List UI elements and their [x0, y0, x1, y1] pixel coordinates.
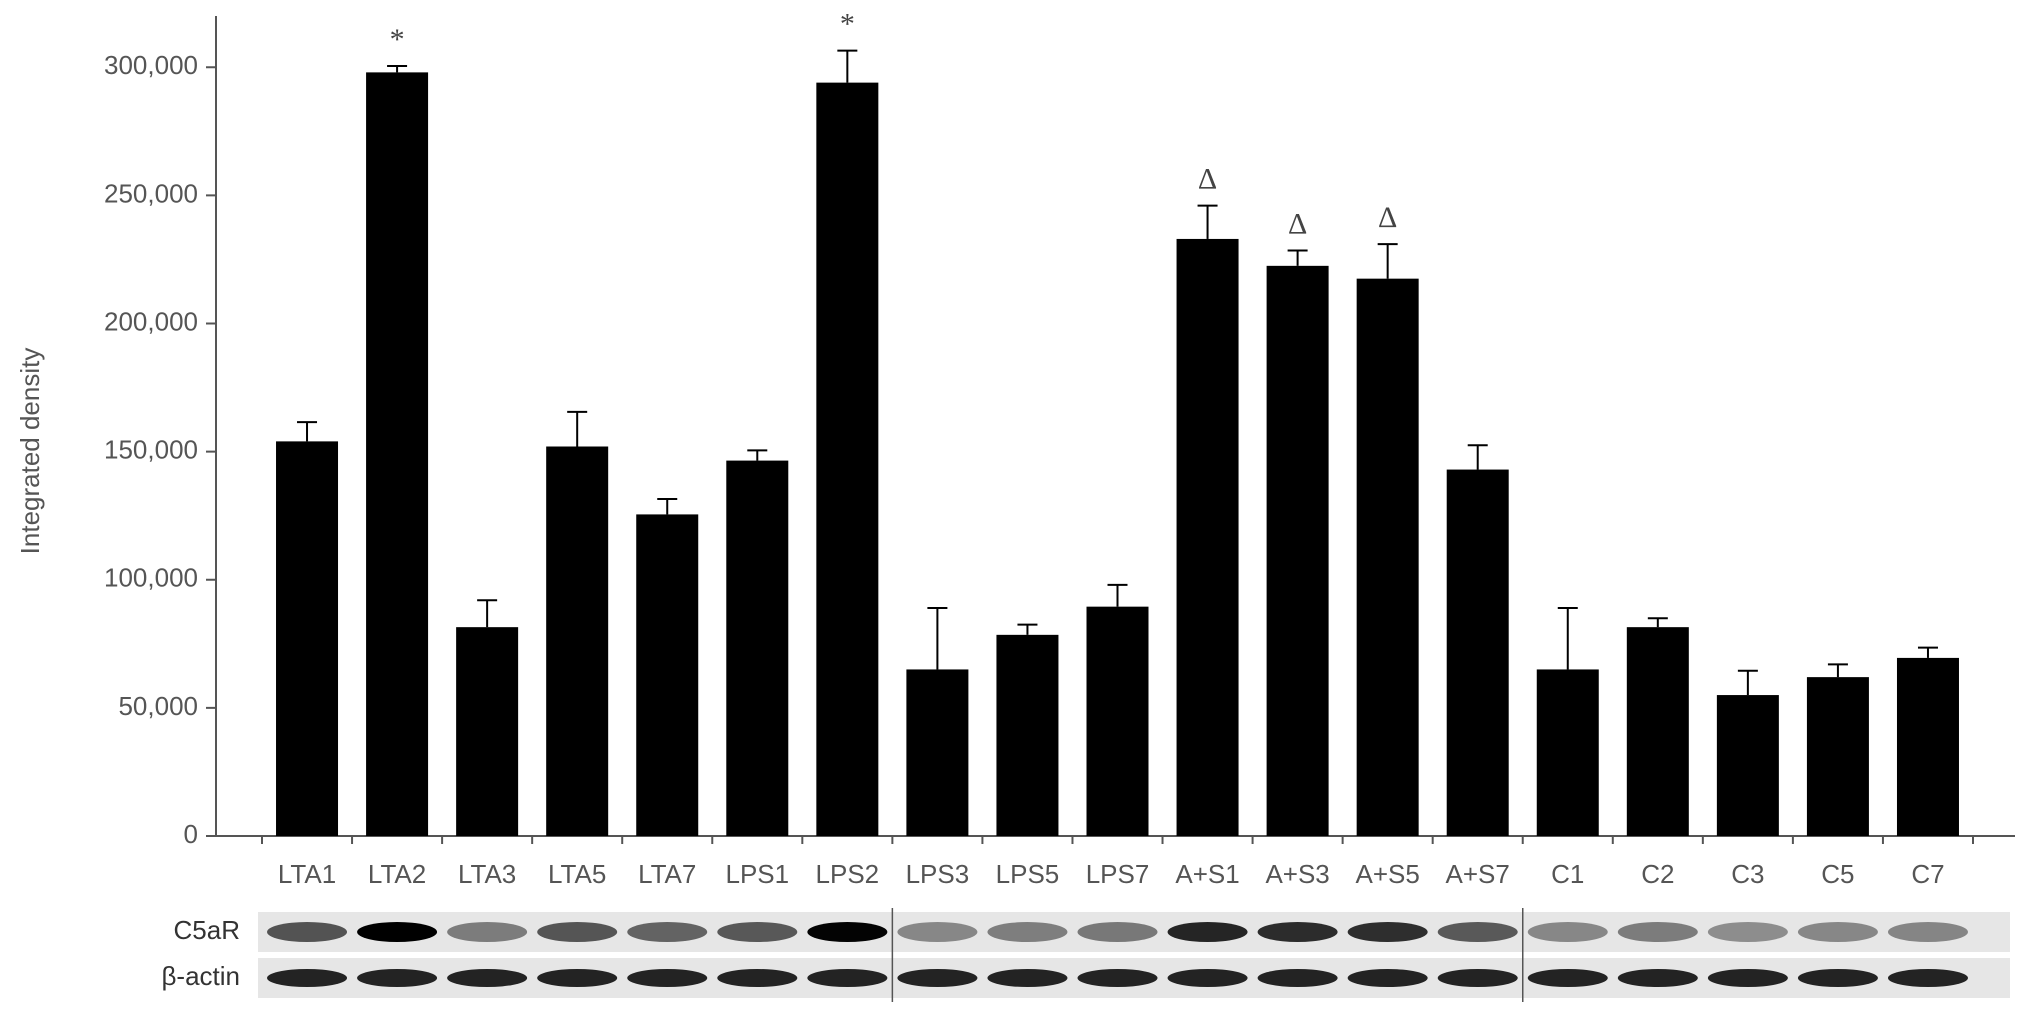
blot-band	[1707, 922, 1788, 942]
blot-band	[807, 922, 888, 942]
blot-label: β-actin	[161, 961, 240, 991]
x-tick-label: A+S5	[1355, 859, 1419, 889]
y-tick-label: 250,000	[104, 178, 198, 208]
blot-band	[1527, 922, 1608, 942]
blot-band	[267, 969, 348, 987]
x-tick-label: LPS2	[816, 859, 880, 889]
blot-band	[1257, 922, 1338, 942]
blot-band	[447, 922, 528, 942]
x-tick-label: A+S7	[1446, 859, 1510, 889]
blot-band	[627, 969, 708, 987]
y-tick-label: 150,000	[104, 435, 198, 465]
blot-band	[1527, 969, 1608, 987]
blot-band	[1077, 969, 1158, 987]
annotation: Δ	[1198, 163, 1217, 196]
bar	[1446, 469, 1509, 836]
blot-band	[537, 969, 618, 987]
blot-band	[1167, 922, 1248, 942]
blot-band	[1347, 922, 1428, 942]
blot-band	[717, 969, 798, 987]
blot-band	[1437, 969, 1518, 987]
blot-band	[987, 969, 1068, 987]
bar	[366, 72, 429, 836]
x-tick-label: LPS7	[1086, 859, 1150, 889]
x-tick-label: LTA1	[278, 859, 336, 889]
blot-band	[1617, 969, 1698, 987]
y-tick-label: 100,000	[104, 563, 198, 593]
annotation: *	[390, 23, 405, 56]
bar	[1266, 265, 1329, 836]
x-tick-label: C5	[1821, 859, 1854, 889]
y-tick-label: 200,000	[104, 306, 198, 336]
y-tick-label: 50,000	[118, 691, 198, 721]
bar	[1806, 677, 1869, 836]
x-tick-label: LPS5	[996, 859, 1060, 889]
bar	[276, 441, 339, 836]
x-tick-label: LTA5	[548, 859, 606, 889]
x-tick-label: C7	[1911, 859, 1944, 889]
blot-band	[537, 922, 618, 942]
blot-band	[1617, 922, 1698, 942]
bar	[1716, 695, 1779, 836]
bar	[636, 514, 699, 836]
blot-band	[1887, 922, 1968, 942]
bar	[816, 82, 879, 836]
bar	[726, 460, 789, 836]
blot-band	[1347, 969, 1428, 987]
bar	[906, 669, 969, 836]
y-axis-label: Integrated density	[15, 348, 45, 555]
x-tick-label: LPS1	[725, 859, 789, 889]
blot-band	[357, 922, 438, 942]
blot-band	[1257, 969, 1338, 987]
bar	[1536, 669, 1599, 836]
x-tick-label: LTA7	[638, 859, 696, 889]
blot-band	[1797, 922, 1878, 942]
blot-band	[717, 922, 798, 942]
bar	[1356, 278, 1419, 836]
blot-band	[357, 969, 438, 987]
bar	[1626, 627, 1689, 836]
blot-band	[987, 922, 1068, 942]
x-tick-label: LTA3	[458, 859, 516, 889]
blot-label: C5aR	[174, 915, 240, 945]
blot-band	[1887, 969, 1968, 987]
bar	[996, 634, 1059, 836]
x-tick-label: A+S3	[1265, 859, 1329, 889]
bar	[1086, 606, 1149, 836]
annotation: Δ	[1378, 201, 1397, 234]
annotation: *	[840, 7, 855, 40]
bar	[456, 627, 519, 836]
x-tick-label: C1	[1551, 859, 1584, 889]
blot-band	[1077, 922, 1158, 942]
blot-band	[897, 969, 978, 987]
x-tick-label: LTA2	[368, 859, 426, 889]
blot-band	[807, 969, 888, 987]
blot-band	[1167, 969, 1248, 987]
x-tick-label: C3	[1731, 859, 1764, 889]
blot-band	[897, 922, 978, 942]
x-tick-label: A+S1	[1175, 859, 1239, 889]
blot-band	[267, 922, 348, 942]
blot-band	[1437, 922, 1518, 942]
bar	[546, 446, 609, 836]
x-tick-label: C2	[1641, 859, 1674, 889]
bar	[1896, 657, 1959, 836]
blot-band	[447, 969, 528, 987]
blot-band	[1797, 969, 1878, 987]
x-tick-label: LPS3	[906, 859, 970, 889]
y-tick-label: 300,000	[104, 50, 198, 80]
y-tick-label: 0	[184, 819, 198, 849]
bar	[1176, 238, 1239, 836]
blot-band	[627, 922, 708, 942]
blot-band	[1707, 969, 1788, 987]
annotation: Δ	[1288, 207, 1307, 240]
